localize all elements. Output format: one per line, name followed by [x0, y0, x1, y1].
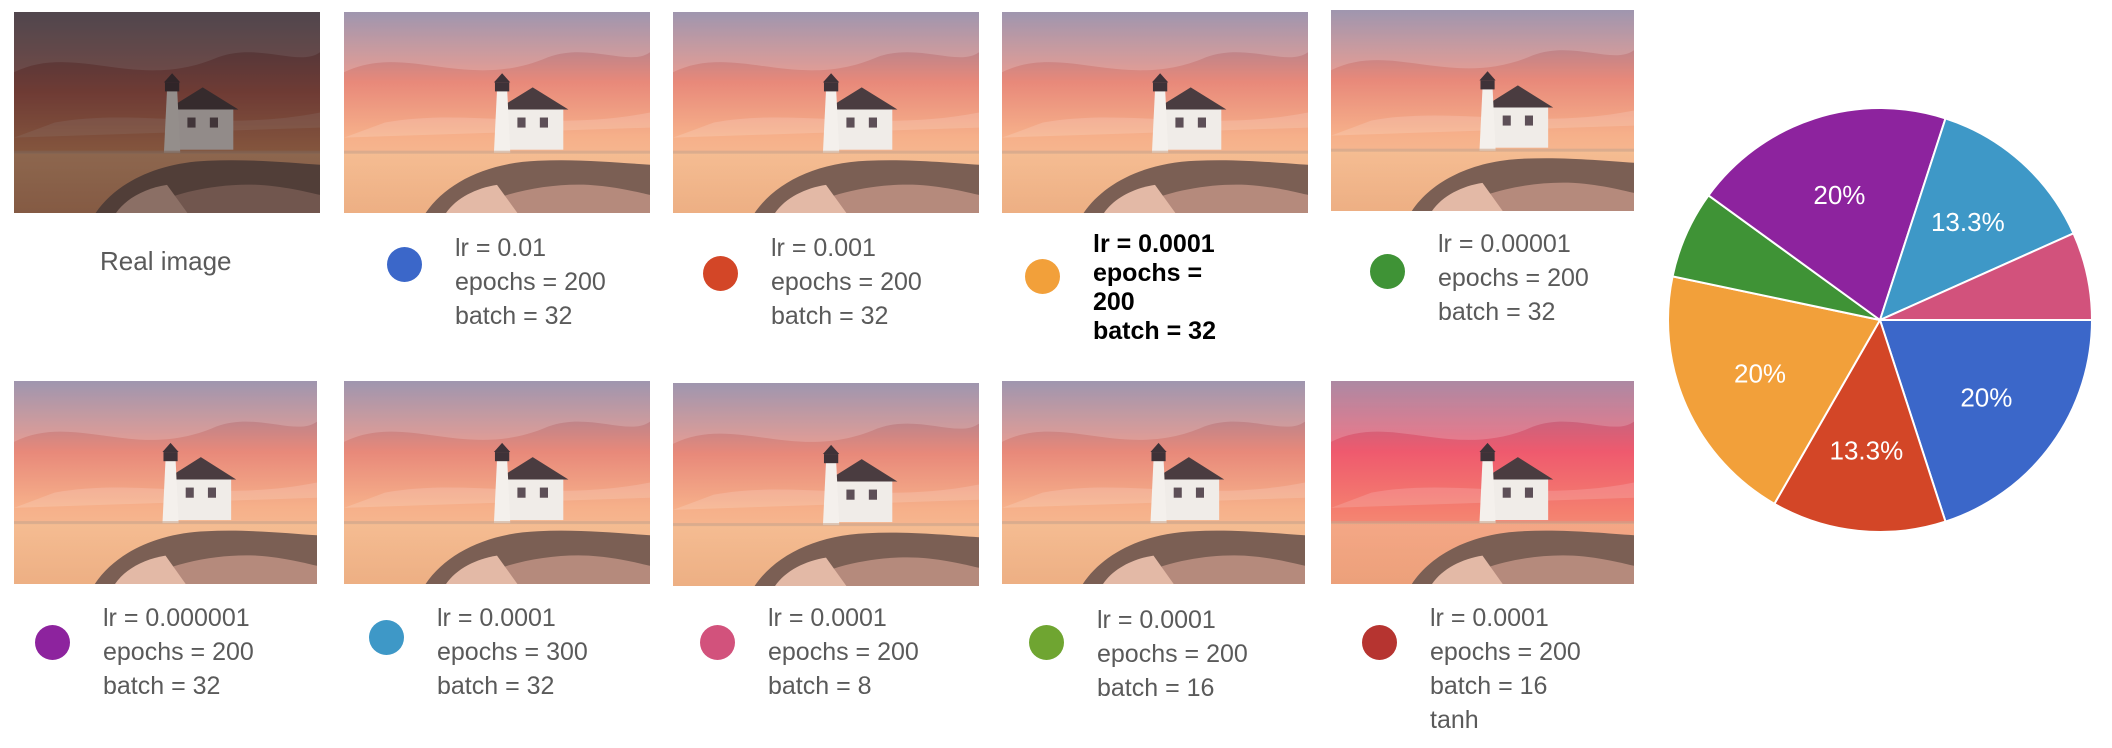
pie-slice-7 — [1879, 232, 2094, 321]
pie-chart: 20% 13.3% 20% 20% 13.3% — [1667, 107, 2094, 533]
pie-slice-6 — [1878, 117, 2075, 322]
legend-item-7: lr = 0.0001 epochs = 200 batch = 8 — [700, 601, 919, 703]
legend-text-6: lr = 0.0001 epochs = 300 batch = 32 — [437, 604, 588, 700]
legend-text-8: lr = 0.0001 epochs = 200 batch = 16 — [1097, 606, 1248, 702]
legend-item-3: lr = 0.0001 epochs = 200 batch = 32 — [1025, 230, 1216, 346]
result-image-4 — [1331, 10, 1634, 211]
legend-text-4: lr = 0.00001 epochs = 200 batch = 32 — [1438, 230, 1589, 326]
legend-dot-5 — [35, 625, 70, 660]
legend-dot-2 — [703, 256, 738, 291]
legend-text-5: lr = 0.000001 epochs = 200 batch = 32 — [103, 604, 254, 700]
legend-item-2: lr = 0.001 epochs = 200 batch = 32 — [703, 231, 922, 333]
result-image-8 — [1002, 381, 1305, 584]
legend-text-1: lr = 0.01 epochs = 200 batch = 32 — [455, 234, 606, 330]
legend-dot-1 — [387, 247, 422, 282]
legend-item-6: lr = 0.0001 epochs = 300 batch = 32 — [369, 601, 588, 703]
legend-item-8: lr = 0.0001 epochs = 200 batch = 16 — [1029, 603, 1248, 705]
pie-slice-1 — [1878, 319, 2094, 523]
legend-text-2: lr = 0.001 epochs = 200 batch = 32 — [771, 234, 922, 330]
legend-dot-7 — [700, 625, 735, 660]
legend-text-9: lr = 0.0001 epochs = 200 batch = 16 tanh — [1430, 604, 1581, 734]
pie-label-5: 20% — [1813, 180, 1865, 210]
pie-slice-3 — [1667, 275, 1882, 506]
result-image-5 — [14, 381, 317, 584]
pie-label-1: 20% — [1960, 382, 2012, 412]
real-image — [14, 12, 320, 213]
result-image-7 — [673, 383, 979, 586]
pie-label-2: 13.3% — [1830, 436, 1904, 466]
legend-dot-9 — [1362, 625, 1397, 660]
pie-slice-5 — [1707, 107, 1947, 322]
legend-item-5: lr = 0.000001 epochs = 200 batch = 32 — [35, 601, 254, 703]
real-image-caption: Real image — [100, 246, 232, 276]
legend-text-3: lr = 0.0001 epochs = 200 batch = 32 — [1093, 230, 1216, 345]
legend-dot-3 — [1025, 259, 1060, 294]
legend-dot-6 — [369, 620, 404, 655]
pie-label-6: 13.3% — [1931, 207, 2005, 237]
pie-slice-2 — [1773, 317, 1947, 533]
legend-dot-8 — [1029, 625, 1064, 660]
legend-item-1: lr = 0.01 epochs = 200 batch = 32 — [387, 231, 606, 333]
result-image-2 — [673, 12, 979, 213]
result-image-3 — [1002, 12, 1308, 213]
pie-label-3: 20% — [1734, 359, 1786, 389]
result-image-9 — [1331, 381, 1634, 584]
legend-dot-4 — [1370, 254, 1405, 289]
result-image-6 — [344, 381, 650, 584]
legend-item-4: lr = 0.00001 epochs = 200 batch = 32 — [1370, 227, 1589, 329]
legend-text-7: lr = 0.0001 epochs = 200 batch = 8 — [768, 604, 919, 700]
legend-item-9: lr = 0.0001 epochs = 200 batch = 16 tanh — [1362, 601, 1581, 737]
result-image-1 — [344, 12, 650, 213]
